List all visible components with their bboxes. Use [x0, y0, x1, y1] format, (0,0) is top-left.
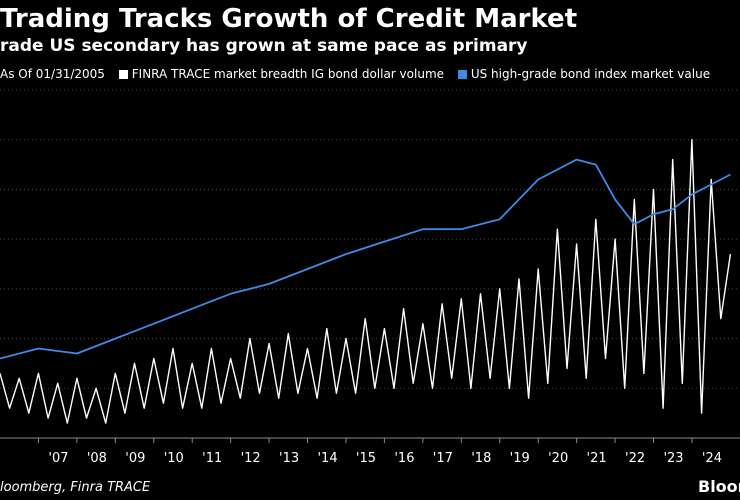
x-tick-label: '20 — [548, 451, 568, 466]
legend-label-volume: FINRA TRACE market breadth IG bond dolla… — [131, 67, 445, 81]
x-tick-label: '11 — [202, 451, 222, 466]
series-line-trace-volume — [0, 139, 732, 424]
legend: As Of 01/31/2005 FINRA TRACE market brea… — [0, 64, 740, 84]
x-tick-label: '16 — [394, 451, 414, 466]
x-tick-label: '23 — [663, 451, 683, 466]
x-tick-label: '14 — [317, 451, 337, 466]
x-tick-label: '17 — [433, 451, 453, 466]
legend-date-prefix: As Of 01/31/2005 — [0, 67, 105, 81]
x-tick-label: '12 — [241, 451, 261, 466]
x-tick-label: '10 — [164, 451, 184, 466]
chart-area: '07 '08 '09 '10 '11 '12 '13 '14 '15 '16 '17 '18 '19 '… — [0, 89, 740, 466]
source-note: loomberg, Finra TRACE — [0, 480, 151, 495]
chart-subtitle: rade US secondary has grown at same pace… — [0, 36, 528, 56]
x-tick-label: '13 — [279, 451, 299, 466]
x-tick-label: '18 — [471, 451, 491, 466]
x-tick-label: '21 — [587, 451, 607, 466]
chart-title: Trading Tracks Growth of Credit Market — [0, 4, 578, 34]
legend-swatch-index — [457, 70, 467, 79]
series-line-index-value — [0, 158, 731, 360]
x-tick-label: '24 — [702, 451, 722, 466]
legend-item-index: US high-grade bond index market value — [457, 64, 711, 84]
legend-swatch-volume — [118, 70, 128, 79]
x-tick-label: '08 — [87, 451, 107, 466]
x-tick-label: '07 — [48, 451, 68, 466]
brand-logo: Bloomberg — [698, 477, 740, 496]
x-tick-label: '19 — [510, 451, 530, 466]
x-tick-label: '09 — [125, 451, 145, 466]
legend-item-volume: FINRA TRACE market breadth IG bond dolla… — [118, 64, 445, 84]
x-tick-label: '15 — [356, 451, 376, 466]
x-tick-label: '22 — [625, 451, 645, 466]
legend-label-index: US high-grade bond index market value — [470, 67, 711, 81]
